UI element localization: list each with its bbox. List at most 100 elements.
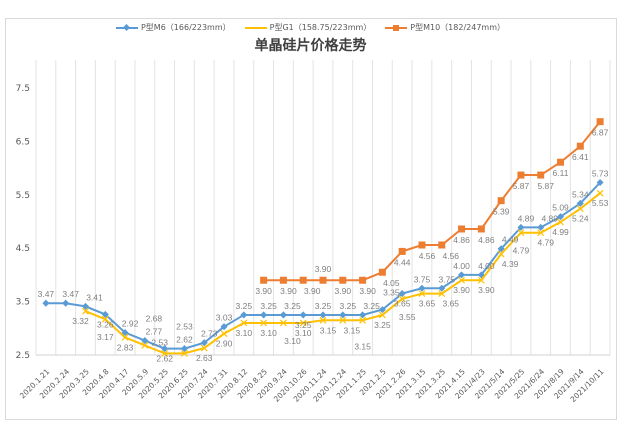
data-point-diamond xyxy=(81,302,90,310)
data-point-diamond xyxy=(418,284,426,292)
data-label: 3.90 xyxy=(315,264,332,274)
data-point-x xyxy=(339,316,347,324)
data-point-x xyxy=(517,229,525,237)
data-point-diamond xyxy=(497,245,505,253)
data-point-square xyxy=(497,197,505,205)
data-label: 3.25 xyxy=(236,301,253,311)
data-point-diamond xyxy=(576,199,584,207)
data-label: 3.90 xyxy=(359,286,376,296)
data-point-x xyxy=(82,307,89,315)
data-label: 4.00 xyxy=(478,261,495,271)
legend-item-g1: P型G1（158.75/223mm） xyxy=(244,22,372,33)
data-label: 3.26 xyxy=(97,319,114,329)
data-point-x xyxy=(181,349,188,357)
data-point-square xyxy=(359,276,367,284)
data-label: 5.53 xyxy=(592,198,609,208)
data-point-x xyxy=(576,205,584,213)
y-tick-label: 3.5 xyxy=(16,298,30,308)
data-point-x xyxy=(260,319,268,327)
y-tick-label: 6.5 xyxy=(16,137,30,147)
data-label: 3.25 xyxy=(363,301,380,311)
data-point-diamond xyxy=(121,329,129,337)
data-label: 4.49 xyxy=(502,235,519,245)
data-label: 4.44 xyxy=(394,257,411,267)
legend-label-g1: P型G1（158.75/223mm） xyxy=(269,23,372,32)
data-label: 3.10 xyxy=(236,328,253,338)
data-point-diamond xyxy=(260,311,268,319)
data-label: 6.87 xyxy=(592,128,609,138)
data-label: 2.83 xyxy=(117,342,134,352)
data-point-diamond xyxy=(101,310,109,318)
data-point-diamond xyxy=(319,311,327,319)
legend: P型M6（166/223mm） P型G1（158.75/223mm） P型M10… xyxy=(0,22,621,33)
data-point-square xyxy=(279,276,287,284)
legend-marker-diamond-icon xyxy=(115,23,138,31)
legend-item-m10: P型M10（182/247mm） xyxy=(385,22,505,33)
data-point-diamond xyxy=(42,299,50,307)
data-label: 3.25 xyxy=(374,320,391,330)
data-point-diamond xyxy=(398,290,406,298)
data-point-diamond xyxy=(438,284,446,292)
data-point-square xyxy=(398,247,406,255)
data-label: 6.41 xyxy=(572,152,589,162)
data-point-square xyxy=(418,241,426,249)
data-label: 4.89 xyxy=(518,213,535,223)
data-label: 3.90 xyxy=(280,286,297,296)
data-point-square xyxy=(458,225,466,233)
data-point-x xyxy=(141,341,149,349)
data-point-diamond xyxy=(299,311,307,319)
data-point-x xyxy=(398,295,406,303)
data-label: 5.73 xyxy=(592,169,609,179)
data-point-x xyxy=(557,218,564,226)
data-point-x xyxy=(596,189,604,197)
data-label: 2.68 xyxy=(146,313,163,323)
data-point-diamond xyxy=(161,345,169,353)
data-label: 4.39 xyxy=(502,259,519,269)
data-point-square xyxy=(596,118,604,126)
data-point-x xyxy=(418,290,426,298)
data-label: 3.25 xyxy=(260,301,277,311)
legend-label-m10: P型M10（182/247mm） xyxy=(410,23,506,32)
data-label: 3.65 xyxy=(394,299,411,309)
data-point-x xyxy=(438,290,446,298)
data-label: 2.92 xyxy=(122,319,139,329)
data-label: 4.79 xyxy=(513,246,530,256)
data-label: 3.55 xyxy=(399,312,416,322)
data-point-square xyxy=(339,276,347,284)
data-point-x xyxy=(497,250,505,258)
data-label: 3.47 xyxy=(62,289,79,299)
data-point-diamond xyxy=(596,178,604,187)
data-label: 3.75 xyxy=(414,274,431,284)
data-label: 2.90 xyxy=(216,339,233,349)
data-label: 2.53 xyxy=(176,321,193,331)
data-label: 3.15 xyxy=(344,325,361,335)
data-point-diamond xyxy=(279,311,287,319)
data-label: 3.90 xyxy=(335,286,352,296)
data-point-diamond xyxy=(62,299,70,307)
data-label: 3.25 xyxy=(295,320,312,330)
data-label: 3.90 xyxy=(304,286,321,296)
y-tick-label: 2.5 xyxy=(16,351,30,361)
data-label: 5.87 xyxy=(513,181,530,191)
data-point-diamond xyxy=(240,311,248,319)
data-label: 4.89 xyxy=(541,213,558,223)
data-point-diamond xyxy=(141,337,149,345)
data-point-diamond xyxy=(378,306,386,314)
data-point-square xyxy=(477,225,485,233)
legend-marker-square-icon xyxy=(385,24,408,31)
data-point-square xyxy=(260,276,268,284)
data-label: 3.35 xyxy=(383,288,400,298)
data-label: 5.34 xyxy=(572,189,589,199)
data-point-diamond xyxy=(556,213,565,221)
data-label: 4.56 xyxy=(442,251,459,261)
data-label: 4.00 xyxy=(453,261,470,271)
data-label: 6.11 xyxy=(553,168,569,178)
data-label: 3.03 xyxy=(216,313,233,323)
data-label: 5.24 xyxy=(572,214,589,224)
data-label: 2.53 xyxy=(151,337,168,347)
data-label: 3.32 xyxy=(72,316,89,326)
chart-frame xyxy=(5,18,617,420)
data-label: 4.56 xyxy=(419,251,436,261)
data-point-x xyxy=(378,311,386,319)
data-label: 3.75 xyxy=(438,274,455,284)
